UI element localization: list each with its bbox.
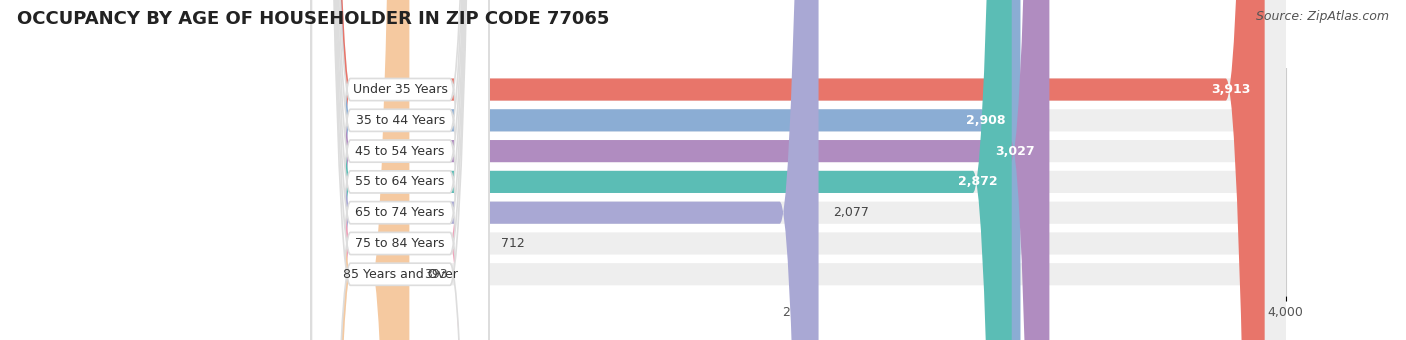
Text: 55 to 64 Years: 55 to 64 Years: [356, 175, 444, 188]
Text: 393: 393: [425, 268, 447, 281]
Text: 2,908: 2,908: [966, 114, 1005, 127]
FancyBboxPatch shape: [312, 0, 489, 340]
FancyBboxPatch shape: [314, 0, 1286, 340]
Text: 45 to 54 Years: 45 to 54 Years: [356, 144, 444, 158]
FancyBboxPatch shape: [312, 0, 489, 340]
FancyBboxPatch shape: [314, 0, 1021, 340]
FancyBboxPatch shape: [312, 0, 489, 340]
FancyBboxPatch shape: [314, 0, 818, 340]
FancyBboxPatch shape: [314, 0, 1286, 340]
Text: 3,027: 3,027: [995, 144, 1035, 158]
FancyBboxPatch shape: [314, 0, 1012, 340]
Text: 85 Years and Over: 85 Years and Over: [343, 268, 457, 281]
FancyBboxPatch shape: [312, 0, 489, 340]
Text: 65 to 74 Years: 65 to 74 Years: [356, 206, 444, 219]
FancyBboxPatch shape: [314, 0, 486, 340]
Text: 75 to 84 Years: 75 to 84 Years: [356, 237, 444, 250]
FancyBboxPatch shape: [312, 0, 489, 340]
FancyBboxPatch shape: [314, 0, 1286, 340]
FancyBboxPatch shape: [314, 0, 1286, 340]
FancyBboxPatch shape: [314, 0, 409, 340]
Text: Under 35 Years: Under 35 Years: [353, 83, 447, 96]
FancyBboxPatch shape: [314, 0, 1264, 340]
Text: OCCUPANCY BY AGE OF HOUSEHOLDER IN ZIP CODE 77065: OCCUPANCY BY AGE OF HOUSEHOLDER IN ZIP C…: [17, 10, 609, 28]
Text: 2,077: 2,077: [834, 206, 869, 219]
FancyBboxPatch shape: [314, 0, 1286, 340]
FancyBboxPatch shape: [314, 0, 1286, 340]
Text: 35 to 44 Years: 35 to 44 Years: [356, 114, 444, 127]
Text: Source: ZipAtlas.com: Source: ZipAtlas.com: [1256, 10, 1389, 23]
FancyBboxPatch shape: [312, 0, 489, 340]
FancyBboxPatch shape: [312, 0, 489, 340]
FancyBboxPatch shape: [314, 0, 1049, 340]
Text: 712: 712: [502, 237, 526, 250]
Text: 2,872: 2,872: [957, 175, 997, 188]
Text: 3,913: 3,913: [1211, 83, 1250, 96]
FancyBboxPatch shape: [314, 0, 1286, 340]
